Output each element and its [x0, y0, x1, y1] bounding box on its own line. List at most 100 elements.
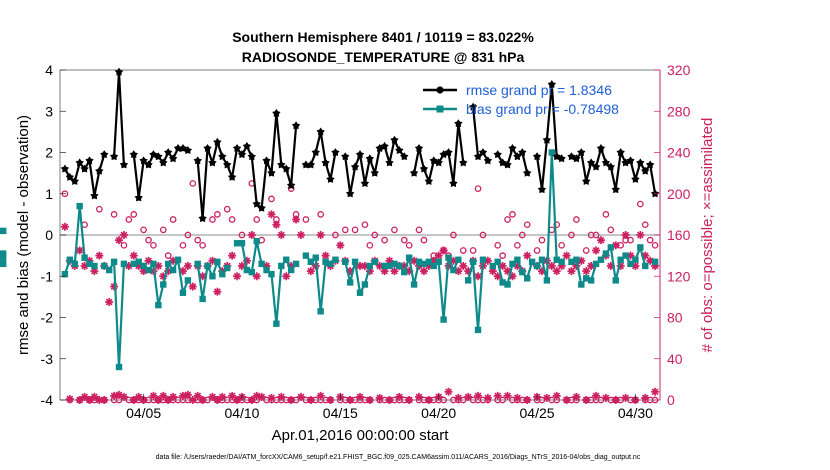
assimilated-obs-point-stroke — [445, 388, 452, 396]
assimilated-obs-point-stroke — [110, 392, 118, 400]
bias-point — [371, 258, 378, 266]
assimilated-obs-point-stroke — [115, 391, 123, 399]
assimilated-obs-point-stroke — [277, 393, 285, 401]
assimilated-obs-point — [267, 393, 276, 402]
bias-point — [602, 250, 610, 257]
bias-point — [587, 277, 595, 284]
assimilated-obs-point-stroke — [464, 393, 472, 401]
legend-bias-marker — [436, 105, 444, 113]
rmse-point — [350, 162, 360, 171]
assimilated-obs-point-stroke — [553, 392, 561, 400]
assimilated-obs-point-stroke — [218, 393, 226, 401]
rmse-point — [483, 156, 493, 165]
y-tick-label: 4 — [45, 62, 53, 78]
assimilated-obs-point-stroke — [81, 393, 89, 401]
assimilated-obs-point-stroke — [440, 247, 448, 254]
assimilated-obs-point — [596, 236, 605, 245]
possible-obs-point — [415, 226, 423, 234]
assimilated-obs-point — [287, 396, 296, 404]
bias-point — [573, 256, 580, 263]
assimilated-obs-point — [419, 267, 428, 276]
possible-obs-point — [641, 221, 649, 229]
bias-point — [489, 262, 496, 270]
possible-obs-point — [214, 211, 221, 218]
bias-point — [642, 262, 649, 270]
assimilated-obs-point — [356, 392, 364, 401]
bias-point — [268, 270, 275, 278]
possible-obs-point — [494, 241, 502, 249]
assimilated-obs-point — [198, 396, 207, 404]
bias-point — [66, 256, 74, 263]
possible-obs-point — [558, 241, 565, 249]
bias-point — [101, 262, 108, 270]
possible-obs-point — [499, 396, 506, 404]
x-tick-label: 04/20 — [421, 405, 456, 421]
rmse-point — [547, 80, 556, 88]
rmse-point — [227, 172, 237, 181]
rmse-point — [326, 174, 335, 183]
possible-obs-point — [140, 226, 147, 234]
assimilated-obs-point-stroke — [568, 267, 575, 275]
rmse-point — [626, 156, 635, 165]
rmse-point — [203, 143, 212, 152]
bias-point — [312, 254, 319, 261]
possible-obs-point — [179, 241, 187, 249]
assimilated-obs-point-stroke — [582, 267, 590, 275]
assimilated-obs-point-stroke — [582, 396, 590, 404]
rmse-point — [390, 135, 399, 144]
bias-point — [76, 202, 83, 210]
rmse-point — [424, 176, 434, 185]
rmse-point — [109, 152, 119, 161]
bias-point — [169, 266, 177, 274]
assimilated-obs-point — [483, 393, 492, 402]
assimilated-obs-point — [247, 396, 256, 404]
possible-obs-point — [125, 216, 133, 223]
x-tick-label: 04/30 — [618, 405, 653, 421]
assimilated-obs-point-stroke — [189, 283, 197, 290]
y2-tick-label: 40 — [667, 351, 683, 367]
assimilated-obs-point-stroke — [474, 392, 482, 400]
bias-point — [607, 244, 615, 251]
possible-obs-point — [351, 226, 359, 234]
possible-obs-point — [332, 231, 339, 239]
bias-point — [568, 258, 575, 266]
bias-point — [194, 260, 201, 268]
assimilated-obs-point — [651, 387, 660, 396]
possible-obs-point — [95, 205, 103, 213]
rmse-point — [537, 185, 547, 194]
rmse-point — [306, 160, 315, 169]
assimilated-obs-point — [233, 272, 242, 281]
bias-point — [504, 281, 511, 288]
assimilated-obs-point-stroke — [184, 391, 192, 399]
assimilated-obs-point — [100, 396, 109, 404]
bias-point — [145, 266, 152, 274]
assimilated-obs-point — [169, 392, 178, 401]
rmse-point — [80, 164, 89, 173]
assimilated-obs-point — [415, 392, 424, 401]
bias-point — [233, 240, 241, 247]
bias-point — [258, 260, 265, 268]
assimilated-obs-point — [282, 272, 291, 281]
bias-point — [81, 254, 88, 261]
rmse-point — [611, 185, 620, 194]
rmse-point — [119, 160, 129, 169]
bias-point — [425, 258, 433, 266]
assimilated-obs-point — [257, 392, 266, 401]
assimilated-obs-point-stroke — [268, 210, 275, 218]
rmse-point — [645, 160, 655, 169]
y-tick-label: -1 — [41, 268, 54, 284]
assimilated-obs-point-stroke — [184, 262, 192, 270]
possible-obs-point — [518, 231, 526, 239]
assimilated-obs-point-stroke — [213, 288, 221, 296]
bias-point — [120, 260, 128, 268]
assimilated-obs-point — [193, 391, 202, 400]
possible-obs-point — [253, 216, 261, 223]
assimilated-obs-point — [552, 267, 561, 276]
rmse-point — [601, 158, 611, 167]
possible-obs-point — [405, 241, 413, 249]
assimilated-obs-point — [316, 391, 325, 400]
assimilated-obs-point — [218, 392, 227, 401]
assimilated-obs-point — [523, 396, 532, 404]
possible-obs-point — [341, 226, 349, 234]
